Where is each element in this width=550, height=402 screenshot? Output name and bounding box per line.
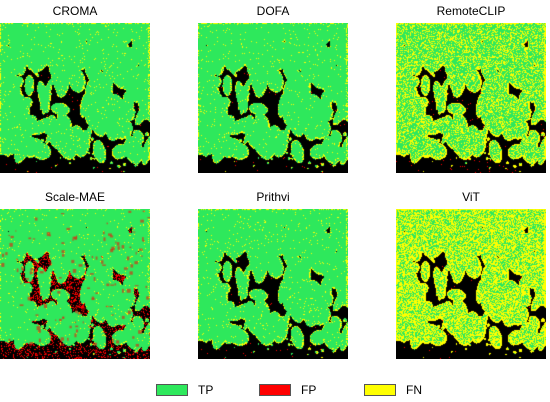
legend-label: FN (406, 383, 422, 397)
legend-swatch (259, 384, 291, 396)
panel-title: DOFA (256, 4, 290, 18)
panel-title: Scale-MAE (44, 190, 106, 204)
panel-title: Prithvi (256, 190, 290, 204)
legend-swatch (156, 384, 188, 396)
legend-label: TP (198, 383, 214, 397)
segmentation-map (396, 23, 546, 173)
legend: TP FP FN (0, 383, 550, 397)
legend-label: FP (301, 383, 317, 397)
legend-swatch (364, 384, 396, 396)
panel-title: CROMA (52, 4, 98, 18)
panel-title: ViT (462, 190, 480, 204)
segmentation-map (198, 23, 348, 173)
segmentation-map (198, 209, 348, 359)
segmentation-map (0, 209, 150, 359)
panel-title: RemoteCLIP (436, 4, 506, 18)
segmentation-map (396, 209, 546, 359)
segmentation-map (0, 23, 150, 173)
